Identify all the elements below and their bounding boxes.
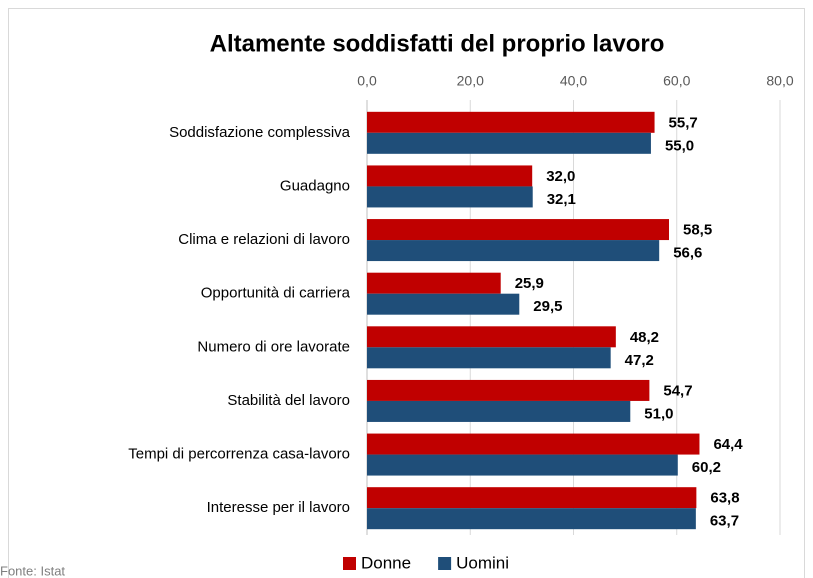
value-label: 56,6 [673, 245, 702, 262]
category-label: Stabilità del lavoro [227, 392, 350, 409]
value-label: 63,8 [710, 490, 739, 507]
bar [367, 111, 655, 133]
bar [367, 379, 650, 401]
legend-swatch [343, 557, 356, 570]
legend-label: Uomini [456, 553, 509, 572]
bar [367, 272, 501, 294]
value-label: 54,7 [663, 382, 692, 399]
bar [367, 240, 660, 262]
bar [367, 219, 670, 241]
value-label: 51,0 [644, 405, 673, 422]
bar [367, 454, 678, 476]
bar [367, 165, 533, 187]
bar [367, 326, 616, 348]
bar [367, 487, 697, 509]
bar [367, 433, 700, 455]
value-label: 32,0 [546, 168, 575, 185]
value-label: 60,2 [692, 459, 721, 476]
value-label: 63,7 [710, 513, 739, 530]
category-label: Tempi di percorrenza casa-lavoro [128, 446, 350, 463]
value-label: 55,0 [665, 137, 694, 154]
value-label: 29,5 [533, 298, 562, 315]
bar [367, 400, 631, 422]
value-label: 64,4 [713, 436, 743, 453]
value-label: 47,2 [625, 352, 654, 369]
category-label: Numero di ore lavorate [197, 338, 350, 355]
category-label: Clima e relazioni di lavoro [178, 231, 350, 248]
x-tick-label: 40,0 [560, 73, 587, 89]
legend-swatch [438, 557, 452, 570]
x-tick-label: 20,0 [457, 73, 484, 89]
value-label: 48,2 [630, 329, 659, 346]
category-label: Soddisfazione complessiva [169, 124, 351, 141]
x-tick-label: 60,0 [663, 73, 690, 89]
source: Fonte: Istat [0, 563, 65, 578]
bar [367, 132, 651, 154]
value-label: 25,9 [515, 275, 544, 292]
bar [367, 508, 696, 530]
chart-title: Altamente soddisfatti del proprio lavoro [210, 30, 665, 57]
value-label: 58,5 [683, 222, 712, 239]
x-tick-label: 80,0 [766, 73, 793, 89]
bar [367, 293, 520, 315]
x-tick-label: 0,0 [357, 73, 377, 89]
category-label: Guadagno [280, 177, 350, 194]
legend-label: Donne [361, 553, 411, 572]
value-label: 32,1 [547, 191, 576, 208]
bar [367, 347, 611, 369]
value-label: 55,7 [669, 114, 698, 131]
category-label: Interesse per il lavoro [207, 499, 350, 516]
bar [367, 186, 533, 208]
category-label: Opportunità di carriera [201, 285, 351, 302]
